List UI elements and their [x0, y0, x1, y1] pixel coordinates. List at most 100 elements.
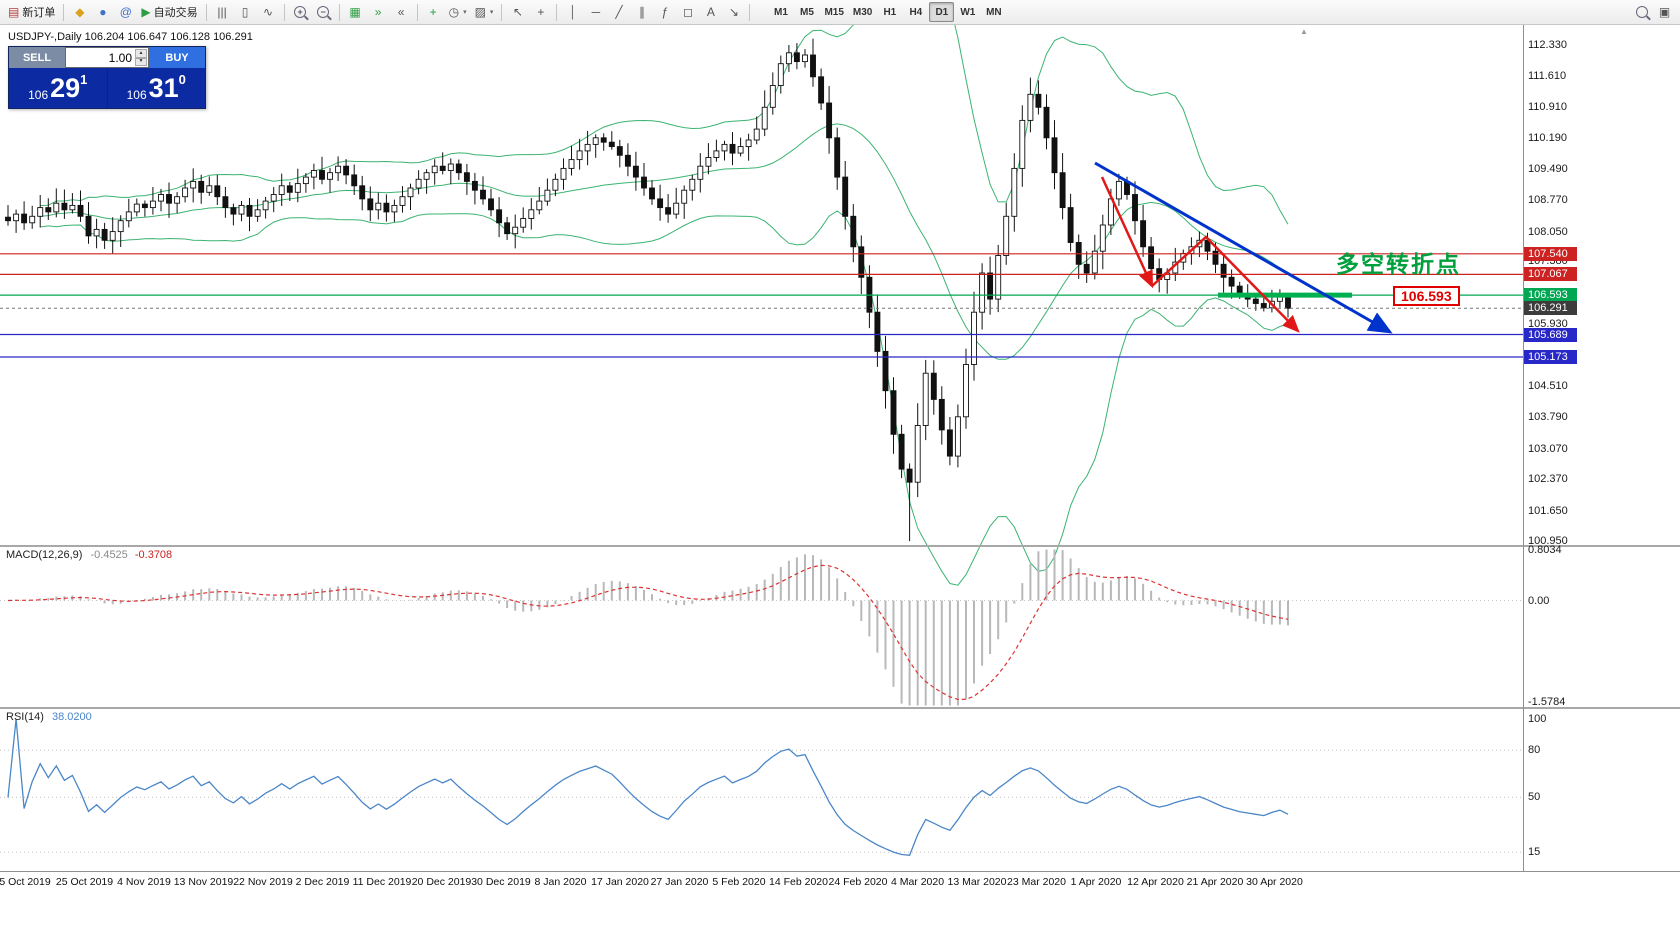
- arrows-button[interactable]: ↘: [722, 2, 745, 23]
- metaeditor-button[interactable]: ◆: [68, 2, 91, 23]
- new-chart-window-icon: ▣: [1658, 5, 1671, 19]
- volume-input[interactable]: [66, 48, 148, 67]
- volume-decrease-button[interactable]: ▼: [135, 57, 147, 66]
- trendline-button[interactable]: ╱: [607, 2, 630, 23]
- price-tick-label: 108.770: [1528, 194, 1568, 207]
- templates-icon: ▨: [474, 5, 486, 19]
- new-order-button[interactable]: ▤ 新订单: [4, 2, 59, 23]
- indicators-button[interactable]: +: [422, 2, 445, 23]
- toolbar-separator: [205, 3, 207, 21]
- date-label: 12 Apr 2020: [1127, 876, 1184, 888]
- shapes-icon: ◻: [682, 5, 693, 19]
- community-button[interactable]: @: [114, 2, 137, 23]
- date-label: 17 Jan 2020: [591, 876, 649, 888]
- chart-canvas[interactable]: [0, 25, 1523, 871]
- horizontal-line-icon: ─: [591, 5, 601, 19]
- price-tick-label: 103.070: [1528, 442, 1568, 455]
- date-label: 30 Dec 2019: [471, 876, 531, 888]
- new-chart-window-button[interactable]: ▣: [1653, 2, 1676, 23]
- zoom-out-button[interactable]: −: [312, 2, 335, 23]
- timeframe-h4[interactable]: H4: [903, 2, 928, 22]
- horizontal-line-button[interactable]: ─: [584, 2, 607, 23]
- zoom-in-button[interactable]: +: [289, 2, 312, 23]
- rsi-value: 38.0200: [51, 711, 92, 723]
- toolbar-separator: [501, 3, 503, 21]
- channel-button[interactable]: ∥: [630, 2, 653, 23]
- date-label: 4 Nov 2019: [117, 876, 171, 888]
- toolbar-separator: [338, 3, 340, 21]
- price-tick-label: 109.490: [1528, 162, 1568, 175]
- tile-windows-button[interactable]: ▦: [344, 2, 367, 23]
- tile-windows-icon: ▦: [349, 5, 361, 19]
- volume-increase-button[interactable]: ▲: [135, 49, 147, 58]
- price-tick-label: 110.190: [1528, 132, 1567, 145]
- date-label: 5 Feb 2020: [712, 876, 766, 888]
- macd-main-value: -0.4525: [90, 549, 128, 561]
- macd-axis-label: 0.00: [1528, 594, 1550, 607]
- sell-button[interactable]: SELL: [9, 47, 65, 68]
- add-indicator-icon: +: [429, 5, 437, 19]
- periods-button[interactable]: ◷ ▾: [445, 2, 471, 23]
- buy-price-point: 0: [178, 72, 186, 87]
- chart-shift-button[interactable]: «: [390, 2, 413, 23]
- timeframe-m1[interactable]: M1: [768, 2, 793, 22]
- date-label: 5 Oct 2019: [0, 876, 51, 888]
- line-chart-icon: ∿: [263, 5, 274, 19]
- timeframe-mn[interactable]: MN: [981, 2, 1006, 22]
- zoom-out-icon: −: [317, 6, 330, 18]
- timeframe-m30[interactable]: M30: [849, 2, 876, 22]
- price-tick-label: 108.050: [1528, 225, 1568, 238]
- arrows-icon: ↘: [728, 5, 739, 19]
- toolbar-separator: [63, 3, 65, 21]
- crosshair-icon: +: [537, 5, 545, 19]
- panel-separator-rsi[interactable]: [0, 707, 1680, 709]
- templates-button[interactable]: ▨ ▾: [471, 2, 498, 23]
- auto-scroll-button[interactable]: »: [367, 2, 390, 23]
- price-tag-106291: 106.291: [1524, 301, 1577, 316]
- price-axis-border: [1523, 25, 1524, 871]
- date-label: 23 Mar 2020: [1007, 876, 1066, 888]
- new-order-icon: ▤: [8, 5, 20, 19]
- chart-bars-button[interactable]: |||: [211, 2, 234, 23]
- rsi-indicator-label: RSI(14) 38.0200: [6, 711, 92, 723]
- panel-separator-macd[interactable]: [0, 545, 1680, 547]
- autotrading-button[interactable]: ▶ 自动交易: [137, 2, 201, 23]
- sell-price-button[interactable]: 106 29 1: [9, 68, 107, 108]
- rsi-axis-label: 15: [1528, 846, 1541, 859]
- price-tag-105173: 105.173: [1524, 350, 1577, 364]
- timeframe-m5[interactable]: M5: [794, 2, 819, 22]
- chart-area[interactable]: USDJPY-,Daily 106.204 106.647 106.128 10…: [0, 25, 1680, 951]
- chart-shift-marker[interactable]: ▲: [1300, 27, 1308, 36]
- timeframe-d1[interactable]: D1: [929, 2, 955, 22]
- cursor-button[interactable]: ↖: [506, 2, 529, 23]
- text-button[interactable]: A: [699, 2, 722, 23]
- price-tag-105689: 105.689: [1524, 327, 1577, 342]
- date-label: 24 Feb 2020: [828, 876, 888, 888]
- time-axis-border: [0, 871, 1680, 872]
- sell-price-point: 1: [80, 72, 88, 87]
- date-label: 21 Apr 2020: [1186, 876, 1244, 888]
- candlestick-icon: ▯: [241, 5, 249, 19]
- date-label: 13 Mar 2020: [947, 876, 1007, 888]
- shapes-button[interactable]: ◻: [676, 2, 699, 23]
- buy-button[interactable]: BUY: [149, 47, 205, 68]
- timeframe-w1[interactable]: W1: [955, 2, 980, 22]
- fibonacci-button[interactable]: ƒ: [653, 2, 676, 23]
- price-axis: 112.330 111.610 110.910 110.190 109.490 108.7…: [1523, 25, 1680, 871]
- chart-line-button[interactable]: ∿: [257, 2, 280, 23]
- rsi-name: RSI(14): [6, 711, 44, 723]
- date-label: 2 Dec 2019: [295, 876, 350, 888]
- toolbar-separator: [749, 3, 751, 21]
- chart-candles-button[interactable]: ▯: [234, 2, 257, 23]
- order-panel-prices: 106 29 1 106 31 0: [9, 68, 205, 108]
- vertical-line-button[interactable]: │: [561, 2, 584, 23]
- timeframe-h1[interactable]: H1: [877, 2, 902, 22]
- timeframe-m15[interactable]: M15: [820, 2, 847, 22]
- buy-price-button[interactable]: 106 31 0: [107, 68, 205, 108]
- fibonacci-icon: ƒ: [661, 5, 669, 19]
- price-tag-107540: 107.540: [1524, 246, 1577, 261]
- crosshair-button[interactable]: +: [529, 2, 552, 23]
- text-icon: A: [706, 5, 715, 19]
- profile-button[interactable]: ●: [91, 2, 114, 23]
- search-button[interactable]: [1630, 2, 1653, 23]
